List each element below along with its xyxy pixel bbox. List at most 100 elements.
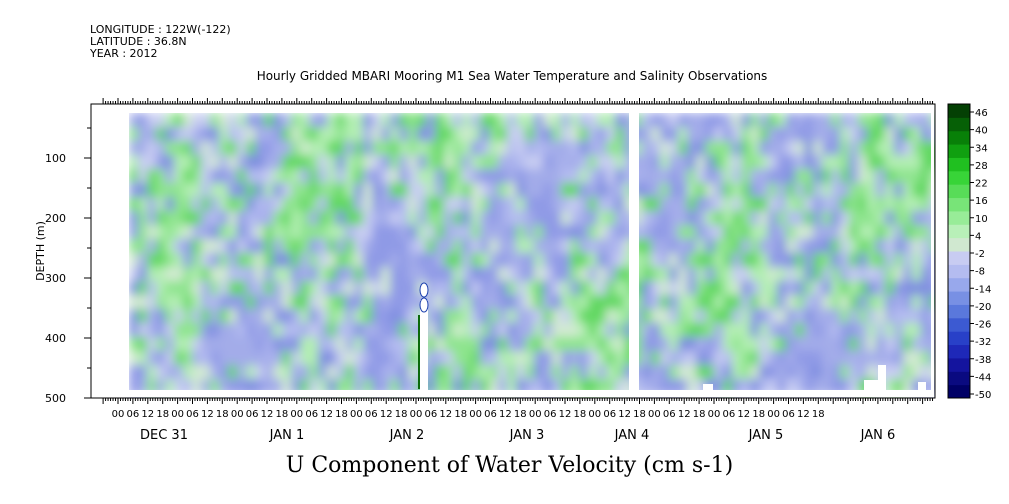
field-cell <box>174 225 185 241</box>
field-cell <box>723 169 734 185</box>
field-cell <box>894 337 905 353</box>
field-cell <box>273 267 284 283</box>
field-cell <box>678 351 689 367</box>
field-cell <box>480 141 491 157</box>
field-cell <box>525 351 536 367</box>
field-cell <box>921 183 932 199</box>
field-cell <box>246 197 257 213</box>
field-cell <box>354 281 365 297</box>
field-cell <box>885 183 896 199</box>
field-cell <box>354 127 365 143</box>
field-cell <box>795 379 806 395</box>
field-cell <box>192 267 203 283</box>
field-cell <box>759 365 770 381</box>
field-cell <box>525 225 536 241</box>
field-cell <box>336 211 347 227</box>
field-cell <box>318 155 329 171</box>
field-cell <box>705 253 716 269</box>
field-cell <box>345 281 356 297</box>
colorbar-swatch <box>948 184 970 199</box>
field-cell <box>642 113 653 129</box>
field-cell <box>282 253 293 269</box>
field-cell <box>570 197 581 213</box>
field-cell <box>669 239 680 255</box>
field-cell <box>507 253 518 269</box>
field-cell <box>813 323 824 339</box>
colorbar-label: -32 <box>975 337 991 348</box>
field-cell <box>741 211 752 227</box>
field-cell <box>903 183 914 199</box>
field-cell <box>183 379 194 395</box>
gap-bottom-small <box>703 384 713 390</box>
field-cell <box>273 239 284 255</box>
field-cell <box>165 155 176 171</box>
field-cell <box>489 323 500 339</box>
field-cell <box>894 295 905 311</box>
field-cell <box>768 323 779 339</box>
field-cell <box>732 379 743 395</box>
field-cell <box>894 225 905 241</box>
field-cell <box>525 155 536 171</box>
colorbar-swatch <box>948 304 970 319</box>
field-cell <box>192 155 203 171</box>
field-cell <box>147 253 158 269</box>
field-cell <box>381 113 392 129</box>
field-cell <box>444 155 455 171</box>
field-cell <box>606 309 617 325</box>
field-cell <box>534 141 545 157</box>
field-cell <box>408 155 419 171</box>
field-cell <box>570 309 581 325</box>
x-hour-label: 18 <box>335 409 348 420</box>
field-cell <box>399 239 410 255</box>
field-cell <box>408 127 419 143</box>
field-cell <box>138 141 149 157</box>
field-cell <box>300 281 311 297</box>
colorbar-frame <box>947 103 971 399</box>
field-cell <box>192 351 203 367</box>
field-cell <box>273 113 284 129</box>
field-cell <box>156 197 167 213</box>
field-cell <box>516 183 527 199</box>
x-hour-label: 12 <box>678 409 691 420</box>
field-cell <box>885 113 896 129</box>
field-cell <box>192 295 203 311</box>
field-cell <box>840 323 851 339</box>
field-cell <box>795 183 806 199</box>
field-cell <box>678 155 689 171</box>
field-cell <box>534 225 545 241</box>
field-cell <box>741 169 752 185</box>
field-cell <box>201 113 212 129</box>
field-cell <box>273 351 284 367</box>
field-cell <box>345 351 356 367</box>
field-cell <box>516 351 527 367</box>
field-cell <box>768 379 779 395</box>
field-cell <box>453 113 464 129</box>
y-tick-label: 400 <box>45 332 66 345</box>
field-cell <box>795 323 806 339</box>
field-cell <box>246 365 257 381</box>
field-cell <box>858 113 869 129</box>
field-cell <box>696 309 707 325</box>
x-day-label: DEC 31 <box>140 428 188 443</box>
field-cell <box>732 127 743 143</box>
field-cell <box>138 337 149 353</box>
field-cell <box>786 309 797 325</box>
field-cell <box>345 309 356 325</box>
field-cell <box>174 337 185 353</box>
chart-subtitle: U Component of Water Velocity (cm s-1) <box>285 453 734 478</box>
field-cell <box>462 211 473 227</box>
field-cell <box>507 225 518 241</box>
field-cell <box>237 337 248 353</box>
field-cell <box>588 155 599 171</box>
y-tick-label: 200 <box>45 212 66 225</box>
field-cell <box>336 155 347 171</box>
field-cell <box>795 281 806 297</box>
field-cell <box>318 225 329 241</box>
y-tick-label: 500 <box>45 392 66 405</box>
field-cell <box>642 281 653 297</box>
field-cell <box>219 141 230 157</box>
field-cell <box>399 127 410 143</box>
field-cell <box>804 295 815 311</box>
field-cell <box>714 295 725 311</box>
field-cell <box>435 211 446 227</box>
